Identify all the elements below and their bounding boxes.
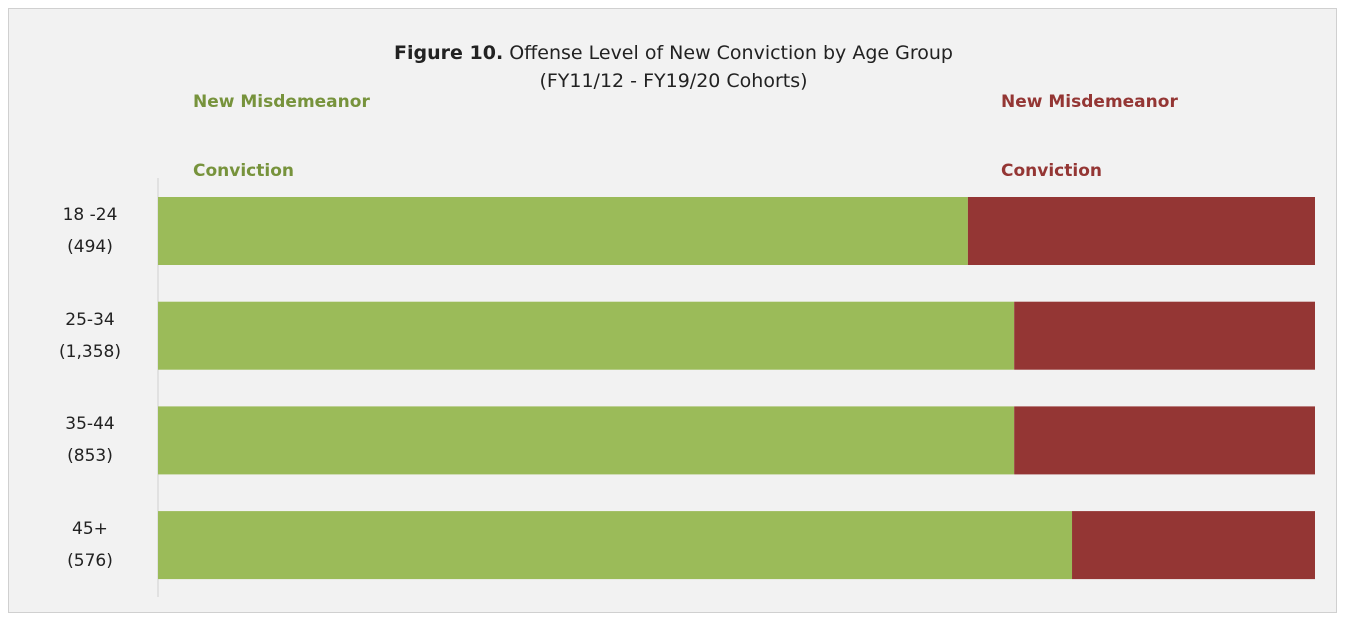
legend-label: New Misdemeanor Conviction: [1001, 92, 1178, 181]
chart-subtitle: (FY11/12 - FY19/20 Cohorts): [539, 70, 808, 92]
bar-segment: [1014, 301, 1315, 370]
bar-segment: [1072, 511, 1315, 580]
bar-segment: [158, 406, 1015, 475]
title-text: Offense Level of New Conviction by Age G…: [509, 42, 953, 64]
y-tick-label: 18 -24 (494): [62, 205, 118, 257]
chart-title: Figure 10. Offense Level of New Convicti…: [0, 42, 1347, 64]
bar-segment: [158, 197, 968, 265]
bar-segment: [967, 197, 1315, 265]
bar-segment: [1014, 406, 1315, 475]
y-tick-label: 35-44 (853): [65, 414, 115, 467]
y-tick-label: 25-34 (1,358): [59, 309, 121, 362]
bar-segment: [158, 301, 1015, 370]
title-label: Figure 10.: [394, 42, 504, 64]
bar-segment: [158, 511, 1073, 580]
y-tick-label: 45+ (576): [67, 519, 113, 572]
legend-label: New Misdemeanor Conviction: [193, 92, 370, 181]
